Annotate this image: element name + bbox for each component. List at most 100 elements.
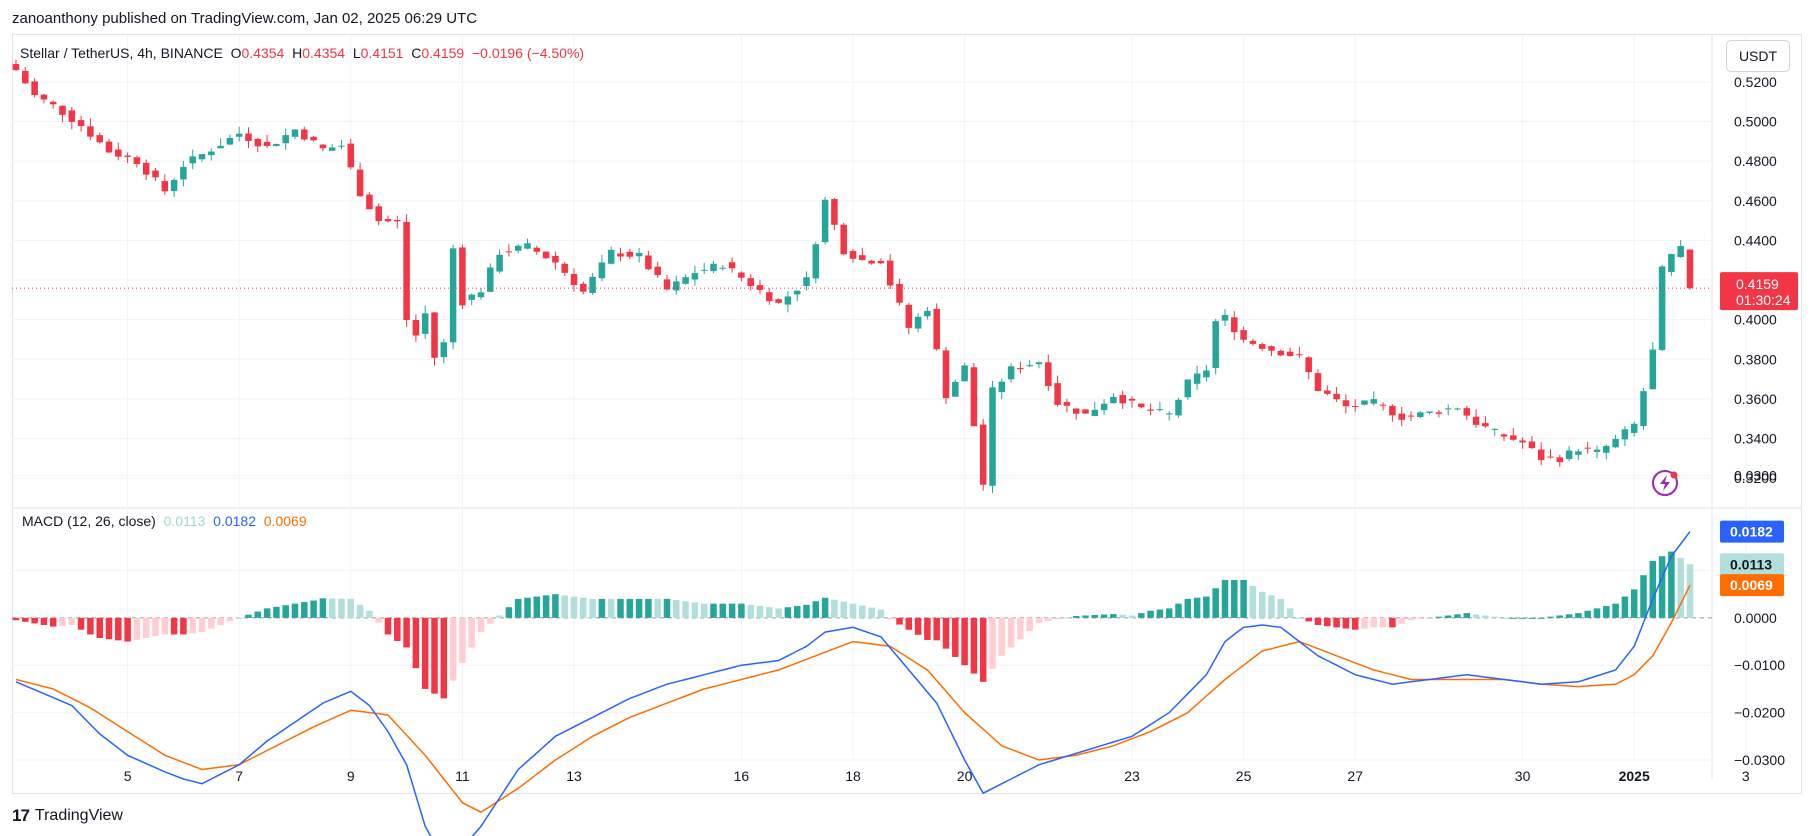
histogram-bar [812,601,820,618]
histogram-bar [1351,617,1359,630]
current-price-label: 0.4159 [1736,276,1779,292]
macd-line [15,531,1691,836]
candle-body [970,367,978,427]
histogram-bar [1165,608,1173,618]
candle-body [449,248,457,343]
histogram-bar [1584,610,1591,618]
histogram-bar [124,617,131,642]
histogram-bar [1435,616,1443,618]
histogram-bar [105,617,113,640]
time-tick-label: 20 [957,768,973,784]
candle-body [868,260,875,264]
price-tick-label: 0.3600 [1734,391,1777,407]
histogram-bar [607,598,615,618]
candle-body [561,263,568,273]
histogram-bar [77,617,85,630]
histogram-bar [728,603,736,618]
candle-body [1175,399,1182,416]
histogram-bar [1389,617,1396,628]
histogram-bar [1379,617,1387,628]
histogram-bar [645,598,652,618]
histogram-bar [821,597,829,618]
histogram-bar [1072,615,1080,618]
histogram-bar [208,617,215,629]
lightning-bolt-icon [1660,475,1670,491]
histogram-bar [1017,617,1024,640]
histogram-bar [49,617,57,627]
candle-body [319,144,327,149]
brand-name: TradingView [34,807,123,824]
macd-indicator-label: MACD (12, 26, close) [22,513,156,529]
histogram-bar [68,617,76,625]
candle-body [1361,400,1368,405]
histogram-bar [979,617,987,682]
currency-button[interactable]: USDT [1726,40,1790,72]
candle-body [291,129,299,137]
candle-body [105,141,113,153]
histogram-bar [598,598,606,618]
candle-body [133,157,141,165]
histogram-bar [580,597,587,618]
candle-body [626,251,634,257]
candle-body [1649,349,1657,390]
time-tick-label: 5 [124,768,132,784]
candle-body [1128,398,1136,401]
histogram-bar [87,617,94,635]
candle-body [859,255,866,261]
candle-body [589,276,596,293]
signal-value-tag [1720,574,1784,597]
candle-body [738,272,745,278]
candle-body [942,350,950,399]
candle-body [1454,408,1461,410]
signal-line [15,584,1691,813]
histogram-bar [896,617,903,625]
candle-body [1556,457,1564,463]
candle-body [412,320,420,336]
histogram-bar [710,603,717,618]
histogram-bar [412,617,420,669]
histogram-bar [1054,617,1061,620]
candle-body [1398,413,1405,420]
candle-body [1045,362,1052,387]
time-axis: 5 7 9 11 13 16 18 20 23 25 27 30 2025 3 [124,768,1750,784]
price-tick-label: 0.5000 [1734,114,1777,130]
histogram-bar [1212,588,1219,618]
candle-body [570,273,578,285]
candle-body [431,312,438,358]
histogram-bar [31,617,38,624]
candle-body [1500,434,1508,437]
histogram-bar [561,595,568,618]
macd-signal-value: 0.0069 [263,513,307,529]
macd-histogram [12,551,1694,699]
histogram-bar [1398,617,1405,624]
histogram-bar [626,598,634,618]
low-label: L [352,45,361,61]
candle-body [886,260,894,286]
candle-body [87,126,94,137]
candle-body [1565,450,1573,460]
candle-body [1575,451,1582,455]
histogram-bar [784,607,792,618]
time-tick-label: 13 [566,768,582,784]
candle-body [552,255,559,263]
candle-body [1444,408,1452,410]
histogram-value-tag-label: 0.0113 [1730,556,1772,572]
candle-body [1677,245,1684,258]
histogram-bar [440,617,448,699]
candle-body [924,310,931,317]
histogram-bar [700,603,708,618]
published-note: zanoanthony published on TradingView.com… [12,10,478,27]
candle-body [617,253,624,257]
price-tick-label: 0.4000 [1734,312,1777,328]
histogram-bar [1175,603,1182,618]
histogram-bar [328,598,336,618]
histogram-bar [170,617,178,635]
candle-body [477,292,485,298]
histogram-bar [1575,613,1582,618]
candle-body [514,245,522,251]
histogram-bar [738,603,745,618]
candle-body [1268,346,1275,351]
histogram-bar [12,617,20,621]
histogram-bar [970,617,978,674]
